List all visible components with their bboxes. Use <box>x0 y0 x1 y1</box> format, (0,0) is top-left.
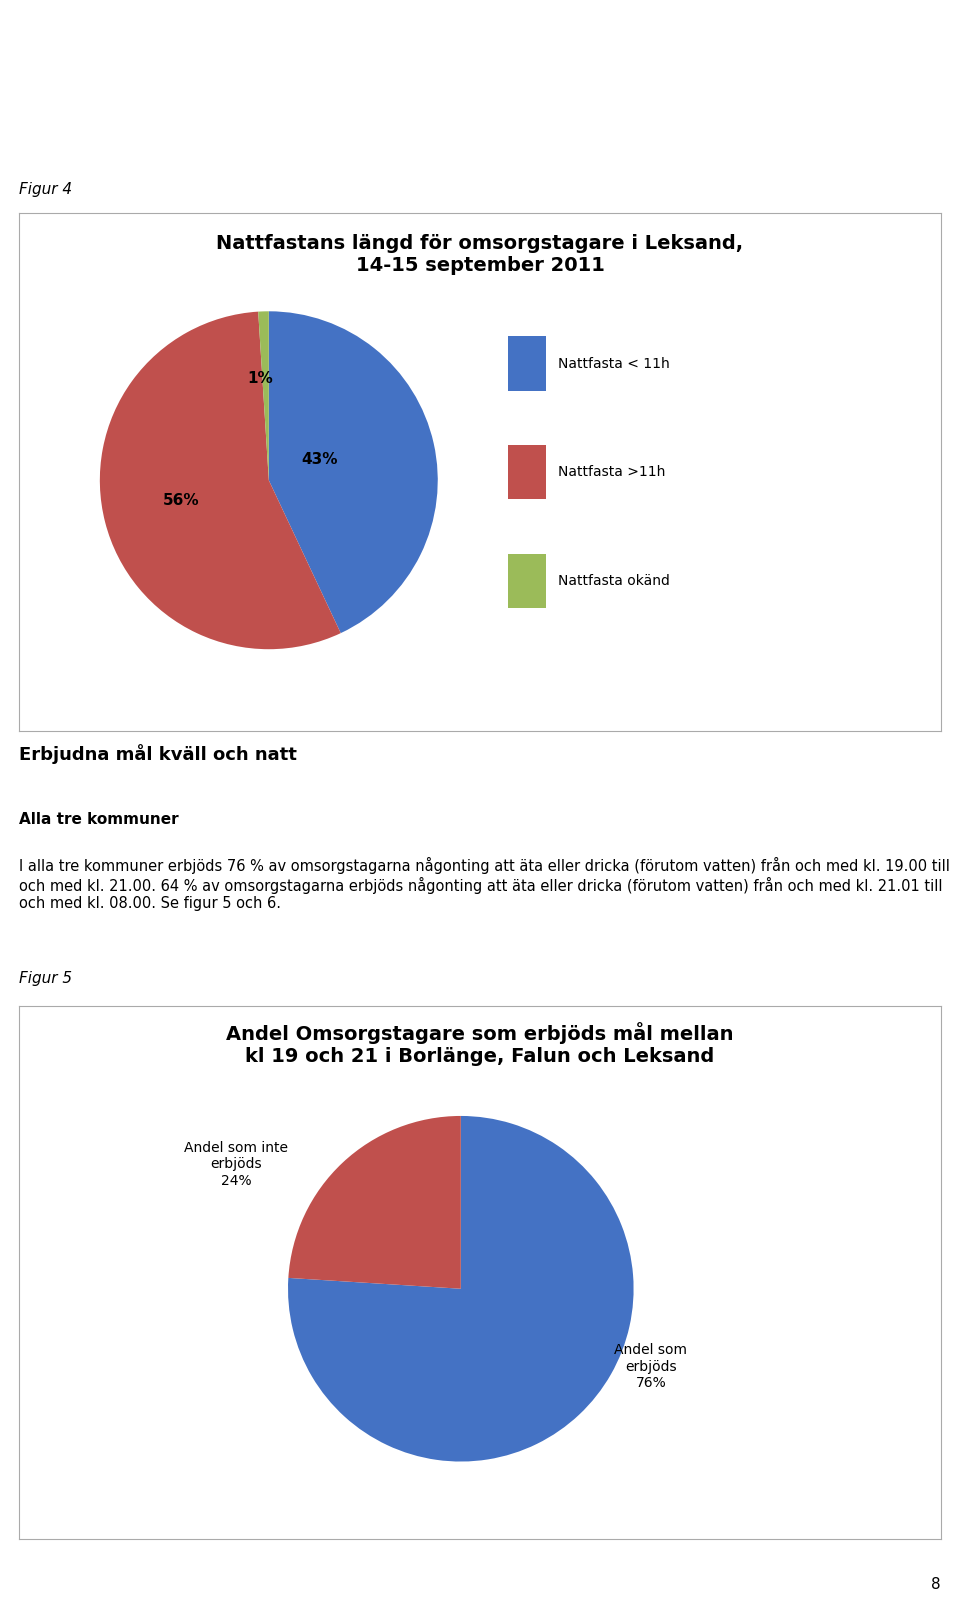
Text: Andel Omsorgstagare som erbjöds mål mellan
kl 19 och 21 i Borlänge, Falun och Le: Andel Omsorgstagare som erbjöds mål mell… <box>227 1022 733 1066</box>
Wedge shape <box>288 1116 634 1462</box>
Wedge shape <box>100 312 341 648</box>
Wedge shape <box>269 312 438 634</box>
FancyBboxPatch shape <box>508 336 545 391</box>
Text: Nattfasta >11h: Nattfasta >11h <box>559 466 665 479</box>
Text: Nattfasta < 11h: Nattfasta < 11h <box>559 356 670 370</box>
Text: Figur 5: Figur 5 <box>19 970 72 986</box>
Text: 56%: 56% <box>162 493 200 508</box>
Text: 1%: 1% <box>248 372 274 386</box>
Text: Alla tre kommuner: Alla tre kommuner <box>19 812 179 826</box>
Text: Andel som
erbjöds
76%: Andel som erbjöds 76% <box>614 1344 687 1389</box>
Text: I alla tre kommuner erbjöds 76 % av omsorgstagarna någonting att äta eller drick: I alla tre kommuner erbjöds 76 % av omso… <box>19 857 950 912</box>
Wedge shape <box>288 1116 461 1289</box>
Text: 8: 8 <box>931 1577 941 1593</box>
Text: Erbjudna mål kväll och natt: Erbjudna mål kväll och natt <box>19 744 297 763</box>
Wedge shape <box>258 312 269 480</box>
Text: Figur 4: Figur 4 <box>19 181 72 197</box>
Text: 43%: 43% <box>301 453 338 467</box>
FancyBboxPatch shape <box>508 553 545 608</box>
Text: Andel som inte
erbjöds
24%: Andel som inte erbjöds 24% <box>184 1142 288 1187</box>
Text: Nattfastans längd för omsorgstagare i Leksand,
14-15 september 2011: Nattfastans längd för omsorgstagare i Le… <box>216 234 744 275</box>
Text: Nattfasta okänd: Nattfasta okänd <box>559 574 670 589</box>
FancyBboxPatch shape <box>508 445 545 500</box>
